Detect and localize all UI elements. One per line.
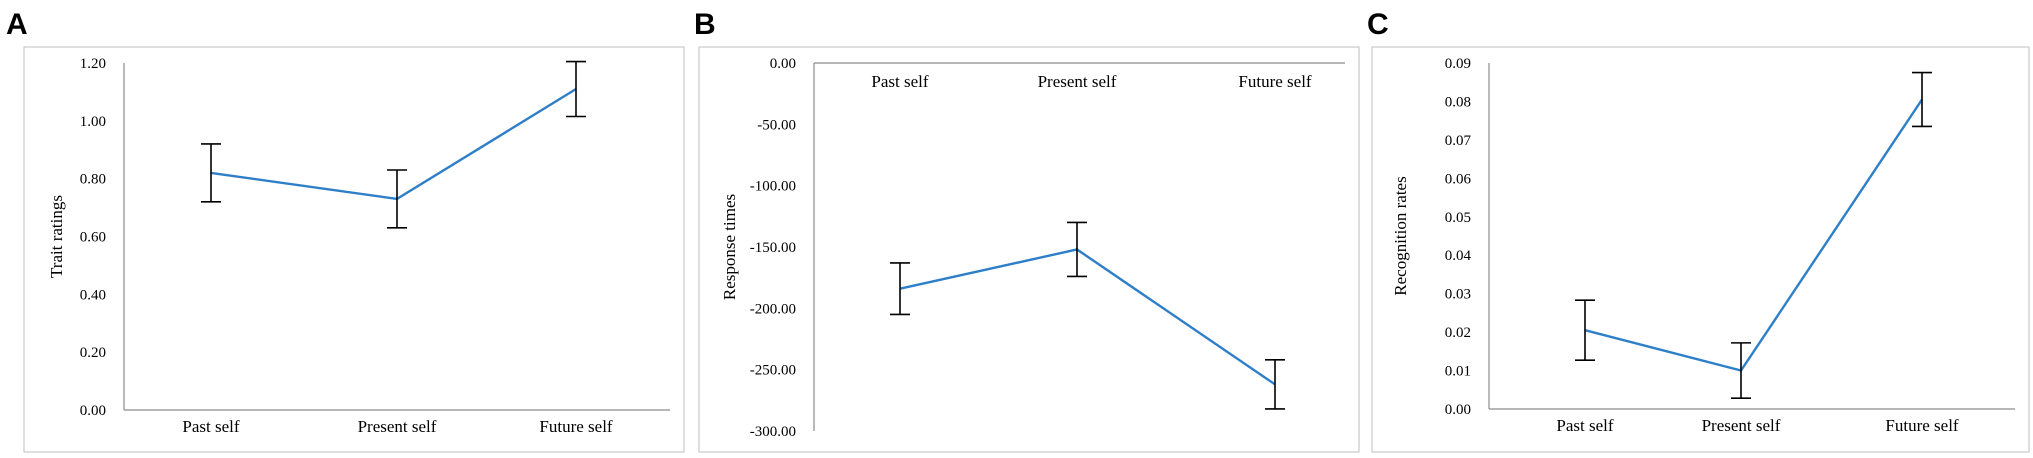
y-tick-label-c: 0.04	[1445, 248, 1472, 264]
error-bar-c	[1575, 299, 1595, 361]
y-tick-label-a: 1.20	[80, 56, 106, 72]
y-tick-label-c: 0.06	[1445, 171, 1472, 187]
y-tick-label-c: 0.01	[1445, 364, 1471, 380]
panel-frame-a	[23, 46, 685, 453]
category-label-c: Future self	[1885, 416, 1959, 435]
y-axis-label-a: Trait ratings	[47, 195, 66, 278]
category-label-b: Past self	[871, 72, 928, 91]
y-tick-label-b: -300.00	[750, 424, 796, 440]
error-bar-c	[1912, 71, 1932, 128]
error-bar-a	[387, 169, 407, 229]
category-label-a: Past self	[182, 417, 239, 436]
series-line-c	[1584, 98, 1923, 372]
y-tick-label-b: -250.00	[750, 363, 796, 379]
chart-b: 0.00 -50.00 -100.00 -150.00 -200.00 -250.00 -3…	[720, 56, 1345, 440]
panel-frame-c	[1371, 46, 2030, 453]
category-label-c: Past self	[1556, 416, 1613, 435]
y-axis-label-b: Response times	[720, 194, 739, 300]
y-tick-label-a: 0.00	[80, 403, 106, 419]
y-tick-label-a: 0.60	[80, 230, 106, 246]
error-bar-b	[890, 262, 910, 316]
y-tick-label-a: 0.40	[80, 287, 106, 303]
y-axis-label-c: Recognition rates	[1391, 176, 1410, 295]
y-tick-label-b: -50.00	[757, 117, 796, 133]
y-tick-label-c: 0.03	[1445, 287, 1471, 303]
y-tick-label-b: -150.00	[750, 240, 796, 256]
panel-letter-c: C	[1367, 8, 1389, 41]
y-tick-label-c: 0.07	[1445, 133, 1472, 149]
series-line-b	[899, 248, 1276, 386]
error-bar-a	[201, 143, 221, 203]
y-tick-label-b: -100.00	[750, 179, 796, 195]
chart-c: 0.00 0.01 0.02 0.03 0.04 0.05 0.06 0.07 0.08 0.09…	[1391, 56, 2015, 435]
category-label-a: Present self	[358, 417, 437, 436]
panel-frame-b	[698, 46, 1360, 453]
category-label-b: Present self	[1038, 72, 1117, 91]
y-tick-label-b: 0.00	[770, 56, 796, 72]
category-label-a: Future self	[539, 417, 613, 436]
y-tick-label-c: 0.02	[1445, 325, 1471, 341]
error-bar-c	[1731, 342, 1751, 400]
error-bar-b	[1265, 359, 1285, 410]
panel-letter-a: A	[6, 8, 28, 41]
y-tick-label-b: -200.00	[750, 301, 796, 317]
y-tick-label-c: 0.05	[1445, 210, 1471, 226]
chart-a: 0.00 0.20 0.40 0.60 0.80 1.00 1.20 Past self Pre…	[47, 56, 670, 436]
y-tick-label-a: 1.00	[80, 114, 106, 130]
y-tick-label-c: 0.08	[1445, 94, 1471, 110]
series-line-a	[210, 88, 577, 201]
error-bar-a	[566, 60, 586, 118]
y-tick-label-c: 0.09	[1445, 56, 1471, 72]
y-tick-label-c: 0.00	[1445, 402, 1471, 418]
error-bar-b	[1067, 221, 1087, 278]
y-tick-label-a: 0.80	[80, 172, 106, 188]
panel-letter-b: B	[694, 8, 716, 41]
category-label-b: Future self	[1238, 72, 1312, 91]
y-tick-label-a: 0.20	[80, 345, 106, 361]
category-label-c: Present self	[1702, 416, 1781, 435]
